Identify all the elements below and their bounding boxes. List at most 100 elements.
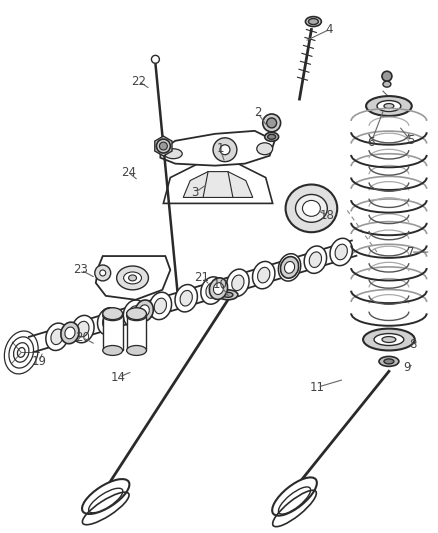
Text: 1: 1 <box>216 142 224 155</box>
Ellipse shape <box>175 285 198 312</box>
Text: 6: 6 <box>367 136 375 149</box>
Polygon shape <box>163 164 273 204</box>
Ellipse shape <box>127 308 146 320</box>
Ellipse shape <box>285 262 295 273</box>
Ellipse shape <box>128 306 141 321</box>
Circle shape <box>156 139 170 153</box>
Ellipse shape <box>51 329 63 345</box>
Ellipse shape <box>296 195 327 222</box>
Ellipse shape <box>383 81 391 87</box>
Ellipse shape <box>382 336 396 343</box>
Text: 7: 7 <box>407 246 414 259</box>
Ellipse shape <box>149 292 172 320</box>
Circle shape <box>213 138 237 161</box>
Ellipse shape <box>218 290 238 300</box>
Ellipse shape <box>102 313 115 329</box>
Text: 11: 11 <box>310 381 325 394</box>
Ellipse shape <box>253 261 275 289</box>
Circle shape <box>152 55 159 63</box>
Ellipse shape <box>124 300 146 327</box>
Ellipse shape <box>98 308 120 335</box>
Ellipse shape <box>265 132 279 141</box>
Ellipse shape <box>88 488 123 513</box>
Ellipse shape <box>82 479 129 514</box>
Ellipse shape <box>213 282 223 295</box>
Text: 3: 3 <box>191 186 199 199</box>
Ellipse shape <box>135 300 153 321</box>
Ellipse shape <box>280 256 299 278</box>
Ellipse shape <box>227 269 249 296</box>
Text: 21: 21 <box>194 271 210 285</box>
Ellipse shape <box>164 149 182 159</box>
Ellipse shape <box>206 282 218 298</box>
Ellipse shape <box>209 278 228 300</box>
Ellipse shape <box>303 200 320 216</box>
Ellipse shape <box>258 267 270 283</box>
Ellipse shape <box>279 487 311 514</box>
Text: 19: 19 <box>32 355 47 368</box>
Circle shape <box>100 270 106 276</box>
Ellipse shape <box>363 329 415 351</box>
Ellipse shape <box>127 345 146 356</box>
Ellipse shape <box>278 254 301 281</box>
Text: 20: 20 <box>75 331 90 344</box>
Ellipse shape <box>330 238 353 265</box>
Polygon shape <box>103 316 123 351</box>
Text: 22: 22 <box>131 75 146 88</box>
Polygon shape <box>183 172 253 197</box>
Ellipse shape <box>335 244 347 260</box>
Text: 23: 23 <box>74 263 88 277</box>
Ellipse shape <box>384 359 394 364</box>
Ellipse shape <box>304 246 327 273</box>
Text: 24: 24 <box>121 166 136 179</box>
Ellipse shape <box>377 101 401 111</box>
Polygon shape <box>155 136 172 156</box>
Ellipse shape <box>46 323 68 351</box>
Text: 14: 14 <box>111 371 126 384</box>
Ellipse shape <box>379 357 399 366</box>
Circle shape <box>95 265 111 281</box>
Ellipse shape <box>268 134 276 139</box>
Circle shape <box>220 145 230 155</box>
Text: 18: 18 <box>320 209 335 222</box>
Ellipse shape <box>384 103 394 109</box>
Ellipse shape <box>103 345 123 356</box>
Ellipse shape <box>65 327 75 339</box>
Ellipse shape <box>223 292 233 297</box>
Polygon shape <box>127 316 146 351</box>
Ellipse shape <box>272 478 317 515</box>
Text: 9: 9 <box>403 361 410 374</box>
Text: 5: 5 <box>407 134 414 147</box>
Ellipse shape <box>283 260 296 275</box>
Ellipse shape <box>286 184 337 232</box>
Ellipse shape <box>305 17 321 27</box>
Polygon shape <box>160 131 275 166</box>
Ellipse shape <box>139 305 149 317</box>
Ellipse shape <box>257 143 273 155</box>
Ellipse shape <box>309 252 321 268</box>
Ellipse shape <box>117 266 148 290</box>
Circle shape <box>382 71 392 81</box>
Text: 2: 2 <box>254 107 261 119</box>
Ellipse shape <box>124 272 141 284</box>
Ellipse shape <box>180 290 192 306</box>
Ellipse shape <box>103 311 123 321</box>
Polygon shape <box>96 256 170 300</box>
Text: 4: 4 <box>325 23 333 36</box>
Ellipse shape <box>154 298 166 314</box>
Ellipse shape <box>201 277 223 304</box>
Ellipse shape <box>103 308 123 320</box>
Ellipse shape <box>366 96 412 116</box>
Ellipse shape <box>77 321 89 337</box>
Ellipse shape <box>72 316 94 343</box>
Ellipse shape <box>127 311 146 321</box>
Ellipse shape <box>61 322 79 344</box>
Ellipse shape <box>374 334 404 345</box>
Ellipse shape <box>308 19 318 25</box>
Ellipse shape <box>232 275 244 290</box>
Circle shape <box>263 114 281 132</box>
Circle shape <box>267 118 277 128</box>
Ellipse shape <box>129 275 137 281</box>
Text: 8: 8 <box>409 338 417 351</box>
Text: 10: 10 <box>212 278 227 292</box>
